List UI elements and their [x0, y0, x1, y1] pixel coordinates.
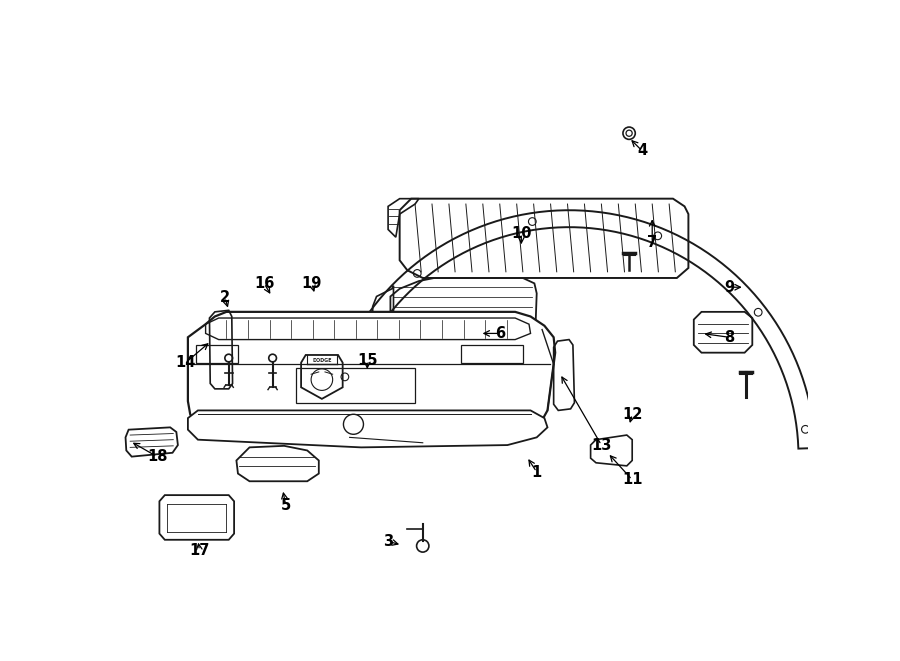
- Text: 6: 6: [495, 326, 505, 341]
- Text: 10: 10: [511, 226, 532, 241]
- Text: 7: 7: [647, 235, 657, 250]
- Text: DODGE: DODGE: [312, 358, 331, 363]
- Text: 8: 8: [724, 330, 734, 345]
- Polygon shape: [188, 312, 555, 432]
- Text: 11: 11: [622, 472, 643, 487]
- Text: 1: 1: [532, 465, 542, 479]
- Text: 5: 5: [281, 498, 291, 513]
- Text: 9: 9: [724, 280, 734, 295]
- Text: 2: 2: [220, 290, 230, 305]
- Polygon shape: [188, 410, 547, 447]
- Text: 14: 14: [176, 355, 196, 370]
- Text: 15: 15: [357, 353, 378, 368]
- Text: 12: 12: [622, 407, 643, 422]
- Text: 3: 3: [383, 534, 393, 549]
- Text: 19: 19: [302, 276, 322, 291]
- Text: 16: 16: [254, 276, 274, 291]
- Text: 17: 17: [189, 543, 210, 558]
- Text: 4: 4: [637, 143, 647, 159]
- Text: 13: 13: [591, 438, 612, 453]
- Text: 18: 18: [147, 449, 167, 464]
